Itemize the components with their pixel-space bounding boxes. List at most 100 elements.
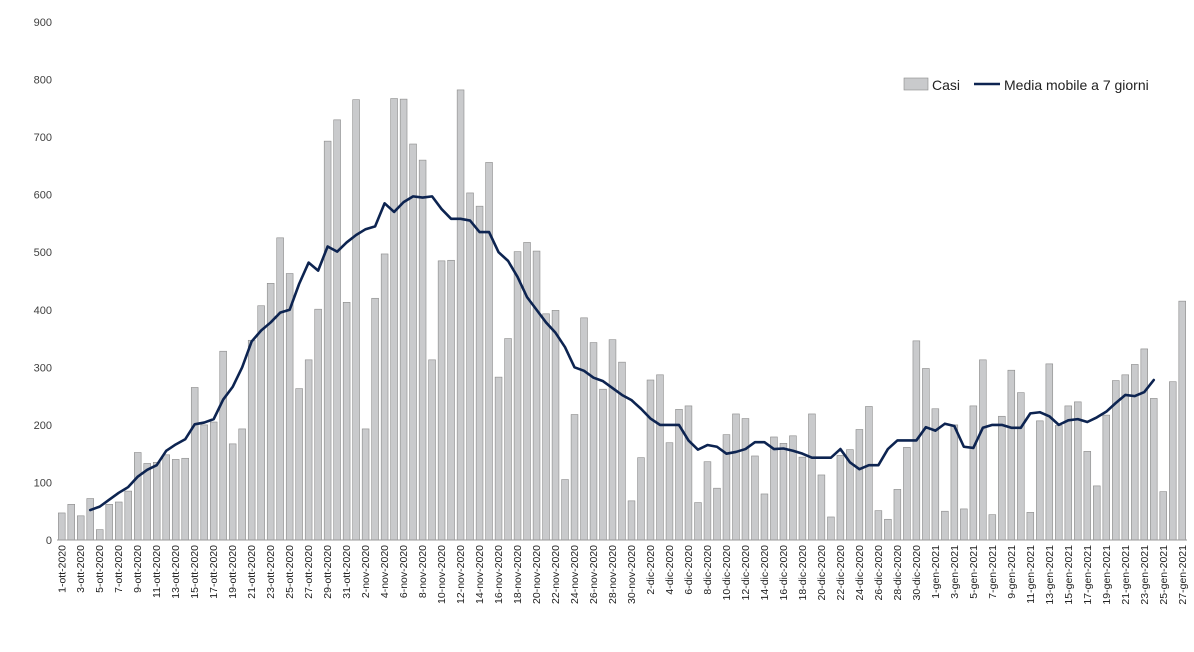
bar-casi bbox=[1036, 420, 1044, 541]
bar-casi bbox=[580, 317, 588, 541]
bar-casi bbox=[637, 457, 645, 541]
x-tick-label: 4-nov-2020 bbox=[379, 545, 391, 598]
x-tick-label: 22-dic-2020 bbox=[835, 545, 847, 601]
bar-casi bbox=[143, 463, 151, 541]
bar-casi bbox=[361, 428, 370, 541]
bar-casi bbox=[618, 361, 626, 541]
bar-casi bbox=[570, 414, 579, 541]
x-tick-label: 18-nov-2020 bbox=[512, 545, 524, 604]
y-tick-label: 700 bbox=[34, 132, 52, 144]
x-tick-label: 7-gen-2021 bbox=[987, 545, 999, 599]
bar-casi bbox=[855, 429, 864, 541]
bar-casi bbox=[770, 436, 778, 541]
bar-casi bbox=[333, 119, 341, 541]
bar-casi bbox=[171, 459, 180, 541]
x-tick-label: 13-ott-2020 bbox=[170, 545, 182, 599]
x-tick-label: 14-dic-2020 bbox=[759, 545, 771, 601]
bar-casi bbox=[124, 490, 132, 541]
y-tick-label: 500 bbox=[34, 247, 52, 259]
x-tick-label: 15-ott-2020 bbox=[189, 545, 201, 599]
bar-casi bbox=[247, 339, 256, 541]
x-tick-label: 4-dic-2020 bbox=[664, 545, 676, 595]
y-tick-label: 900 bbox=[34, 17, 52, 29]
bar-casi bbox=[656, 374, 664, 541]
bar-casi bbox=[219, 350, 227, 541]
x-tick-label: 9-ott-2020 bbox=[132, 545, 144, 593]
bar-casi bbox=[798, 456, 807, 541]
x-tick-label: 29-ott-2020 bbox=[322, 545, 334, 599]
x-tick-label: 8-dic-2020 bbox=[702, 545, 714, 595]
bar-casi bbox=[665, 442, 674, 541]
bar-casi bbox=[304, 359, 313, 541]
x-tick-label: 1-ott-2020 bbox=[56, 545, 68, 593]
x-tick-label: 13-gen-2021 bbox=[1044, 545, 1056, 605]
x-tick-label: 3-ott-2020 bbox=[75, 545, 87, 593]
legend: Casi Media mobile a 7 giorni bbox=[903, 77, 1149, 93]
x-tick-label: 20-dic-2020 bbox=[816, 545, 828, 601]
x-tick-label: 15-gen-2021 bbox=[1063, 545, 1075, 605]
bar-casi bbox=[1083, 451, 1092, 541]
x-tick-label: 7-ott-2020 bbox=[113, 545, 125, 593]
x-tick-label: 2-dic-2020 bbox=[645, 545, 657, 595]
x-tick-label: 16-dic-2020 bbox=[778, 545, 790, 601]
bar-casi bbox=[466, 192, 474, 541]
bar-casi bbox=[903, 447, 911, 541]
bar-casi bbox=[314, 308, 322, 541]
x-tick-label: 9-gen-2021 bbox=[1006, 545, 1018, 599]
bar-casi bbox=[713, 487, 721, 541]
bar-casi bbox=[134, 452, 142, 541]
x-tick-label: 6-dic-2020 bbox=[683, 545, 695, 595]
bar-casi bbox=[437, 260, 446, 541]
bar-casi bbox=[1064, 405, 1073, 541]
bar-casi bbox=[969, 405, 978, 541]
bar-casi bbox=[589, 342, 598, 541]
bar-casi bbox=[409, 143, 417, 541]
bar-casi bbox=[779, 443, 788, 541]
bar-casi bbox=[276, 237, 284, 541]
bar-casi bbox=[1055, 425, 1063, 541]
bar-casi bbox=[323, 140, 332, 541]
bar-casi bbox=[209, 421, 218, 541]
x-tick-label: 23-ott-2020 bbox=[265, 545, 277, 599]
bar-casi bbox=[1131, 364, 1139, 541]
bar-casi bbox=[836, 455, 845, 541]
x-tick-label: 20-nov-2020 bbox=[531, 545, 543, 604]
bar-casi bbox=[380, 253, 389, 541]
bar-casi bbox=[1102, 414, 1111, 541]
bar-casi bbox=[627, 500, 636, 541]
bar-casi bbox=[67, 504, 75, 541]
bar-casi bbox=[1045, 363, 1054, 541]
bar-casi bbox=[342, 301, 351, 541]
y-tick-label: 300 bbox=[34, 362, 52, 374]
y-tick-label: 200 bbox=[34, 420, 52, 432]
bar-casi bbox=[181, 457, 189, 541]
x-tick-label: 22-nov-2020 bbox=[550, 545, 562, 604]
bar-casi bbox=[865, 406, 873, 541]
bar-casi bbox=[418, 159, 427, 541]
bar-casi bbox=[1140, 348, 1148, 541]
bar-casi bbox=[77, 515, 85, 541]
y-tick-label: 400 bbox=[34, 305, 52, 317]
bar-casi bbox=[447, 259, 455, 541]
x-tick-label: 5-ott-2020 bbox=[94, 545, 106, 593]
x-tick-label: 23-gen-2021 bbox=[1139, 545, 1151, 605]
bar-casi bbox=[893, 489, 902, 541]
x-tick-label: 12-nov-2020 bbox=[455, 545, 467, 604]
bar-casi bbox=[960, 508, 968, 541]
legend-label-casi: Casi bbox=[932, 77, 960, 93]
bar-casi bbox=[817, 474, 826, 541]
bar-casi bbox=[485, 162, 493, 541]
bar-casi bbox=[513, 251, 522, 541]
x-tick-label: 19-gen-2021 bbox=[1101, 545, 1113, 605]
x-tick-label: 30-nov-2020 bbox=[626, 545, 638, 604]
bar-casi bbox=[808, 413, 816, 541]
y-tick-label: 0 bbox=[46, 535, 52, 547]
bar-casi bbox=[1150, 398, 1158, 541]
x-tick-label: 12-dic-2020 bbox=[740, 545, 752, 601]
bar-casi bbox=[561, 479, 569, 541]
x-tick-label: 2-nov-2020 bbox=[360, 545, 372, 598]
bar-casi bbox=[494, 376, 503, 541]
bar-casi bbox=[703, 461, 712, 541]
x-tick-label: 26-nov-2020 bbox=[588, 545, 600, 604]
